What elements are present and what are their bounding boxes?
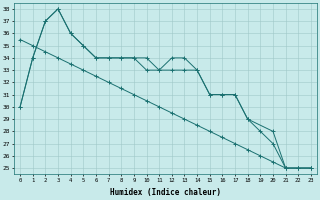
X-axis label: Humidex (Indice chaleur): Humidex (Indice chaleur) bbox=[110, 188, 221, 197]
